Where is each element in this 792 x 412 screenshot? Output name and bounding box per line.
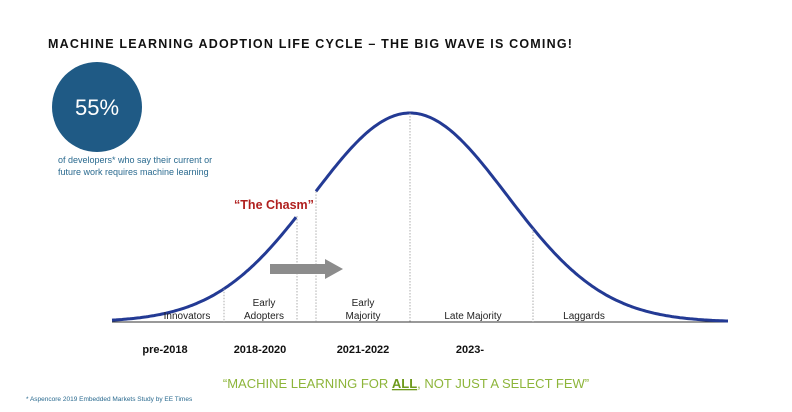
segment-label: Early: [352, 298, 375, 309]
arrow: [270, 259, 343, 279]
curve-right: [314, 111, 728, 323]
tagline-text: “MACHINE LEARNING FOR: [223, 376, 392, 391]
chasm-label: “The Chasm”: [234, 198, 314, 212]
segments: Innovators pre-2018 Early Adopters 2018-2020…: [142, 298, 604, 356]
tagline-emphasis: ALL: [392, 376, 417, 391]
segment-label: Early: [253, 298, 276, 309]
period-label: 2023-: [456, 344, 484, 356]
tagline-text: , NOT JUST A SELECT FEW”: [417, 376, 589, 391]
period-label: pre-2018: [142, 344, 187, 356]
stat-caption: of developers* who say their current or: [58, 155, 212, 165]
stat-value: 55%: [75, 95, 119, 120]
segment-label: Late Majority: [444, 311, 501, 322]
footnote: * Aspencore 2019 Embedded Markets Study …: [26, 396, 193, 403]
stat-circle: [52, 62, 142, 152]
period-label: 2018-2020: [234, 344, 287, 356]
tagline: “MACHINE LEARNING FOR ALL, NOT JUST A SE…: [223, 376, 589, 391]
stat-caption: future work requires machine learning: [58, 167, 209, 177]
curve-left: [111, 216, 298, 322]
segment-label: Laggards: [563, 311, 605, 322]
segment-label: Majority: [345, 311, 380, 322]
title: MACHINE LEARNING ADOPTION LIFE CYCLE – T…: [48, 37, 573, 51]
segment-label: Adopters: [244, 311, 284, 322]
adoption-curve: [111, 111, 728, 323]
segment-label: Innovators: [164, 311, 211, 322]
period-label: 2021-2022: [337, 344, 390, 356]
